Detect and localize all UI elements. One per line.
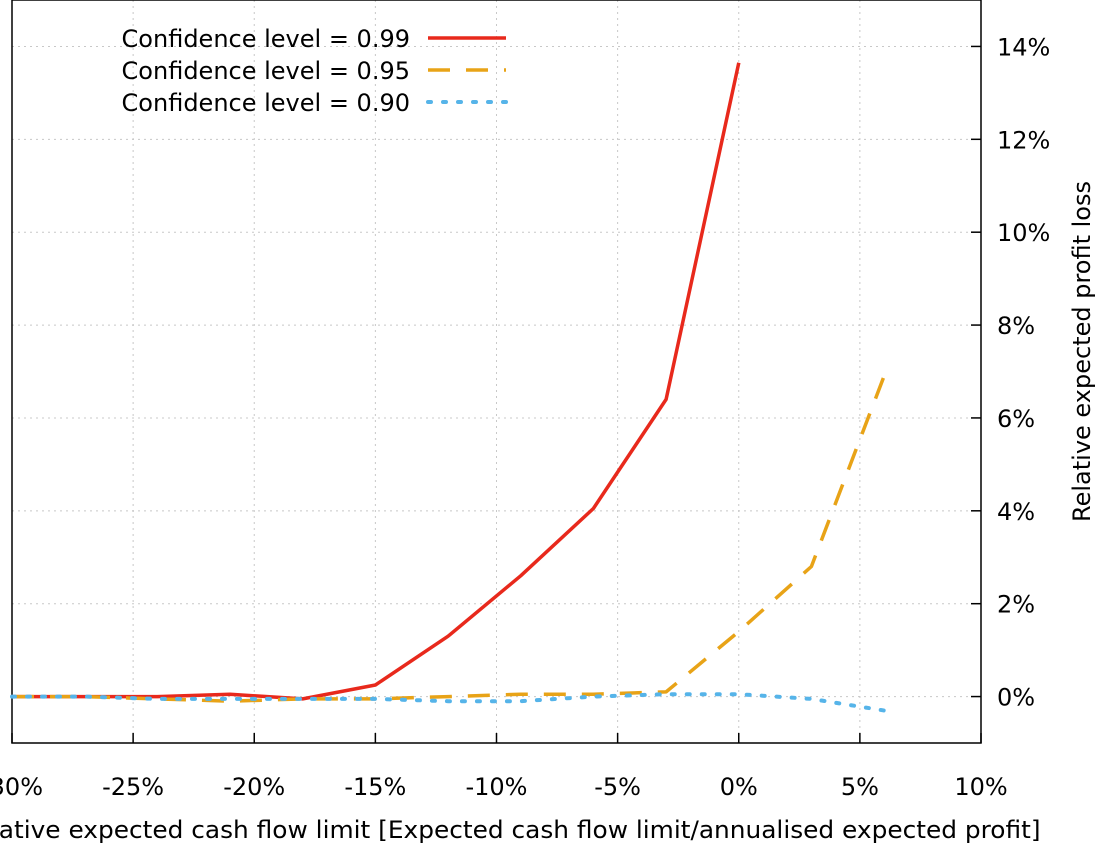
series-line-2 — [10, 692, 887, 713]
y-tick-label: 12% — [997, 126, 1050, 154]
series-line-1 — [12, 375, 886, 703]
y-tick-label: 6% — [997, 405, 1035, 433]
x-tick-label: -15% — [344, 773, 406, 801]
x-tick-label: -20% — [223, 773, 285, 801]
x-tick-label: -30% — [0, 773, 43, 801]
x-tick-label: 10% — [954, 773, 1007, 801]
axis-ticks: -30% -25% -20% -15% -10% -5% 0% 5% 10% 0% 2% 4% 6% 8%… — [0, 33, 1050, 801]
legend-label: Confidence level = 0.90 — [122, 89, 410, 117]
x-axis-label: Relative expected cash flow limit [Expec… — [0, 816, 1041, 844]
y-tick-label: 14% — [997, 33, 1050, 61]
x-tick-label: -25% — [102, 773, 164, 801]
x-tick-label: 5% — [841, 773, 879, 801]
y-tick-label: 10% — [997, 219, 1050, 247]
x-tick-label: -10% — [465, 773, 527, 801]
y-tick-label: 4% — [997, 498, 1035, 526]
x-tick-label: 0% — [720, 773, 758, 801]
y-tick-label: 2% — [997, 591, 1035, 619]
legend-label: Confidence level = 0.95 — [122, 57, 410, 85]
data-series — [10, 62, 887, 713]
y-tick-label: 0% — [997, 684, 1035, 712]
legend-label: Confidence level = 0.99 — [122, 25, 410, 53]
y-tick-label: 8% — [997, 312, 1035, 340]
x-tick-label: -5% — [594, 773, 641, 801]
legend: Confidence level = 0.99 Confidence level … — [122, 25, 508, 117]
y-axis-label: Relative expected profit loss — [1068, 181, 1096, 522]
